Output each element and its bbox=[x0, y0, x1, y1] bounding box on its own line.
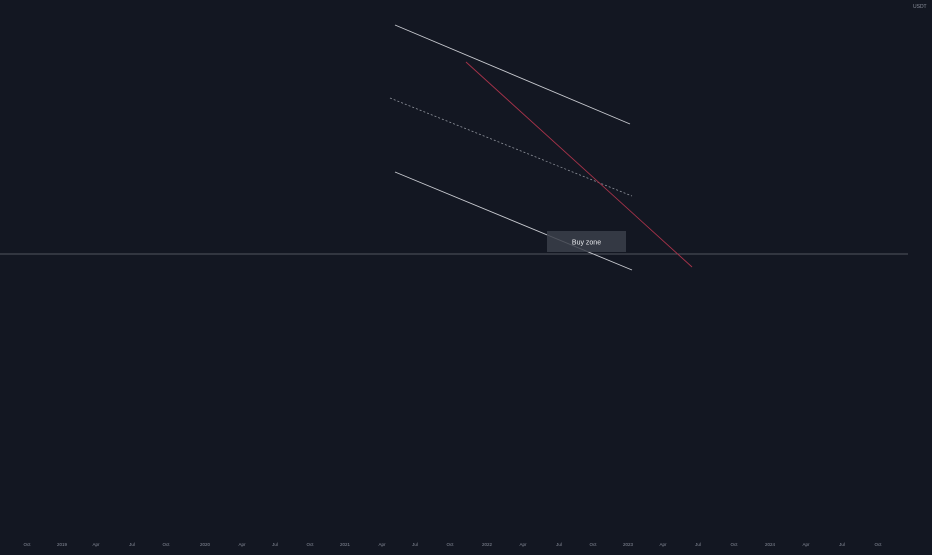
time-tick-label: Jul bbox=[839, 542, 845, 547]
time-tick-label: Oct bbox=[162, 542, 170, 547]
trendline-drawings: Buy zone bbox=[389, 24, 693, 271]
currency-label: USDT bbox=[913, 4, 927, 10]
time-tick-label: Oct bbox=[874, 542, 882, 547]
time-tick-label: Jul bbox=[129, 542, 135, 547]
channel-lower-line bbox=[394, 171, 633, 271]
time-tick-label: Apr bbox=[519, 542, 527, 547]
time-tick-label: Apr bbox=[92, 542, 100, 547]
time-tick-label: 2022 bbox=[482, 542, 493, 547]
time-tick-label: Jul bbox=[412, 542, 418, 547]
time-tick-label: Oct bbox=[589, 542, 597, 547]
time-tick-label: Jul bbox=[272, 542, 278, 547]
channel-upper-line bbox=[394, 24, 631, 125]
time-tick-label: Jul bbox=[695, 542, 701, 547]
buy-zone-box bbox=[547, 231, 626, 252]
buy-zone-label: Buy zone bbox=[572, 240, 601, 247]
time-tick-label: Apr bbox=[659, 542, 667, 547]
time-tick-label: Oct bbox=[23, 542, 31, 547]
time-tick-label: Apr bbox=[802, 542, 810, 547]
channel-midline bbox=[389, 97, 633, 197]
time-tick-label: 2023 bbox=[623, 542, 634, 547]
time-tick-label: Oct bbox=[306, 542, 314, 547]
time-tick-label: Jul bbox=[556, 542, 562, 547]
time-axis[interactable]: Oct 2019 Apr Jul Oct 2020 Apr Jul Oct 2021 Apr Jul O… bbox=[23, 542, 882, 547]
time-tick-label: 2021 bbox=[340, 542, 351, 547]
red-trend-line bbox=[465, 61, 693, 268]
time-tick-label: Apr bbox=[238, 542, 246, 547]
time-tick-label: Apr bbox=[378, 542, 386, 547]
time-tick-label: 2024 bbox=[765, 542, 776, 547]
horizontal-levels bbox=[0, 253, 908, 255]
time-tick-label: Oct bbox=[730, 542, 738, 547]
time-tick-label: 2020 bbox=[200, 542, 211, 547]
time-tick-label: Oct bbox=[446, 542, 454, 547]
time-tick-label: 2019 bbox=[57, 542, 68, 547]
